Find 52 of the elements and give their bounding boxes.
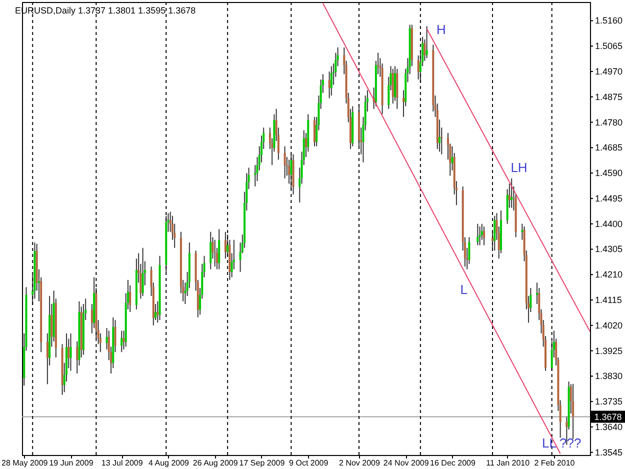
y-tick-label: 1.4780 [595, 117, 623, 128]
candlestick [330, 66, 332, 96]
y-tick-label: 1.5065 [595, 41, 623, 52]
y-tick-label: 1.4590 [595, 168, 623, 178]
candlestick [224, 231, 226, 260]
candlestick [142, 247, 144, 296]
candlestick [478, 226, 481, 246]
candlestick [494, 215, 496, 252]
x-tick-label: 19 Jun 2009 [49, 458, 94, 468]
candlestick [426, 26, 428, 59]
x-tick-label: 9 Oct 2009 [289, 458, 329, 468]
y-tick-label: 1.4970 [595, 66, 623, 76]
candlestick [70, 332, 72, 372]
y-tick-label: 1.4495 [595, 193, 623, 204]
candlestick [476, 223, 479, 246]
candlestick [510, 178, 513, 208]
y-tick-label: 1.4875 [595, 92, 623, 102]
candlestick [313, 116, 316, 147]
y-tick-label: 1.3545 [595, 447, 623, 458]
y-tick-label: 1.4305 [595, 244, 623, 254]
x-tick-label: 2 Nov 2009 [339, 458, 380, 468]
annotation: L [460, 282, 468, 298]
candlestick [218, 228, 220, 270]
y-tick-label: 1.3830 [595, 371, 623, 382]
x-tick-label: 26 Aug 2009 [192, 458, 238, 468]
y-tick-label: 1.3925 [595, 346, 623, 356]
x-tick-label: 17 Sep 2009 [239, 458, 286, 468]
x-tick-label: 24 Nov 2009 [383, 458, 430, 468]
y-tick-label: 1.4210 [595, 270, 623, 280]
x-tick-label: 4 Aug 2009 [148, 458, 190, 468]
y-tick-label: 1.3735 [595, 396, 623, 407]
ref-line-label: 1.3678 [594, 412, 622, 422]
candlestick [417, 54, 420, 80]
x-tick-label: 2 Feb 2010 [534, 458, 576, 468]
y-tick-label: 1.4115 [595, 294, 622, 305]
x-tick-label: 16 Dec 2009 [430, 458, 476, 468]
x-tick-label: 13 Jul 2009 [101, 458, 144, 468]
annotation: LH [510, 160, 528, 175]
x-tick-label: 11 Jan 2010 [486, 458, 530, 468]
y-tick-label: 1.4020 [595, 320, 623, 330]
y-tick-label: 1.4400 [595, 218, 623, 229]
candlestick [210, 231, 212, 270]
candlestick [483, 226, 486, 246]
x-tick-label: 28 May 2009 [1, 458, 48, 468]
candlestick [572, 383, 574, 440]
y-tick-label: 1.4685 [595, 142, 623, 153]
candlestick [288, 159, 290, 184]
y-tick-label: 1.5160 [595, 16, 623, 26]
y-tick-label: 1.3640 [595, 422, 623, 432]
annotation: H [436, 22, 446, 38]
candlestick [120, 330, 123, 353]
candlestick [284, 146, 286, 179]
